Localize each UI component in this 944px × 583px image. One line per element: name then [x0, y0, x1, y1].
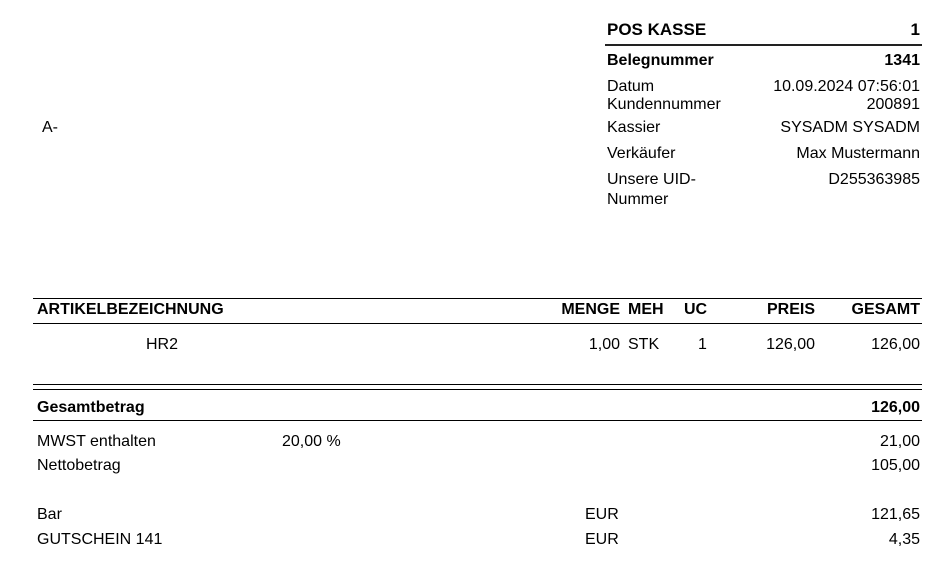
col-article: ARTIKELBEZEICHNUNG: [37, 301, 224, 318]
item-unit: STK: [628, 336, 660, 353]
vat-value: 21,00: [879, 433, 920, 450]
net-label: Nettobetrag: [37, 457, 121, 474]
payment-currency: EUR: [585, 506, 619, 523]
payment-amount: 4,35: [888, 531, 920, 548]
pos-number: 1: [910, 20, 920, 39]
col-uc: UC: [684, 301, 708, 318]
net-value: 105,00: [871, 457, 920, 474]
total-value: 126,00: [871, 399, 920, 416]
date-value: 10.09.2024 07:56:01: [773, 78, 920, 95]
table-top-rule: [33, 298, 922, 299]
item-name: HR2: [146, 336, 179, 353]
uid-label: Unsere UID-: [607, 171, 696, 188]
seller-label: Verkäufer: [607, 145, 676, 162]
uid-value: D255363985: [828, 171, 920, 188]
vat-rate: 20,00 %: [282, 433, 341, 450]
item-uc: 1: [698, 336, 707, 353]
cashier-label: Kassier: [607, 119, 661, 136]
col-qty: MENGE: [561, 301, 620, 318]
customer-number-value: 200891: [866, 96, 920, 113]
item-price: 126,00: [766, 336, 815, 353]
col-price: PREIS: [766, 301, 815, 318]
item-qty: 1,00: [588, 336, 620, 353]
customer-address: A-: [42, 119, 58, 136]
payment-amount: 121,65: [871, 506, 920, 523]
receipt-number: 1341: [884, 52, 920, 69]
payment-label: Bar: [37, 506, 62, 523]
item-total: 126,00: [871, 336, 920, 353]
total-rule: [33, 420, 922, 421]
vat-label: MWST enthalten: [37, 433, 156, 450]
customer-number-label: Kundennummer: [607, 96, 721, 113]
header-divider: [605, 44, 922, 46]
pos-label: POS KASSE: [607, 20, 707, 39]
receipt-label: Belegnummer: [607, 52, 714, 69]
uid-label-line2: Nummer: [607, 191, 669, 208]
payment-label: GUTSCHEIN 141: [37, 531, 163, 548]
col-total: GESAMT: [851, 301, 920, 318]
payment-currency: EUR: [585, 531, 619, 548]
total-label: Gesamtbetrag: [37, 399, 145, 416]
double-rule-bottom: [33, 389, 922, 390]
seller-value: Max Mustermann: [796, 145, 920, 162]
col-unit: MEH: [628, 301, 664, 318]
double-rule-top: [33, 384, 922, 385]
cashier-value: SYSADM SYSADM: [780, 119, 920, 136]
date-label: Datum: [607, 78, 655, 95]
table-header-rule: [33, 323, 922, 324]
